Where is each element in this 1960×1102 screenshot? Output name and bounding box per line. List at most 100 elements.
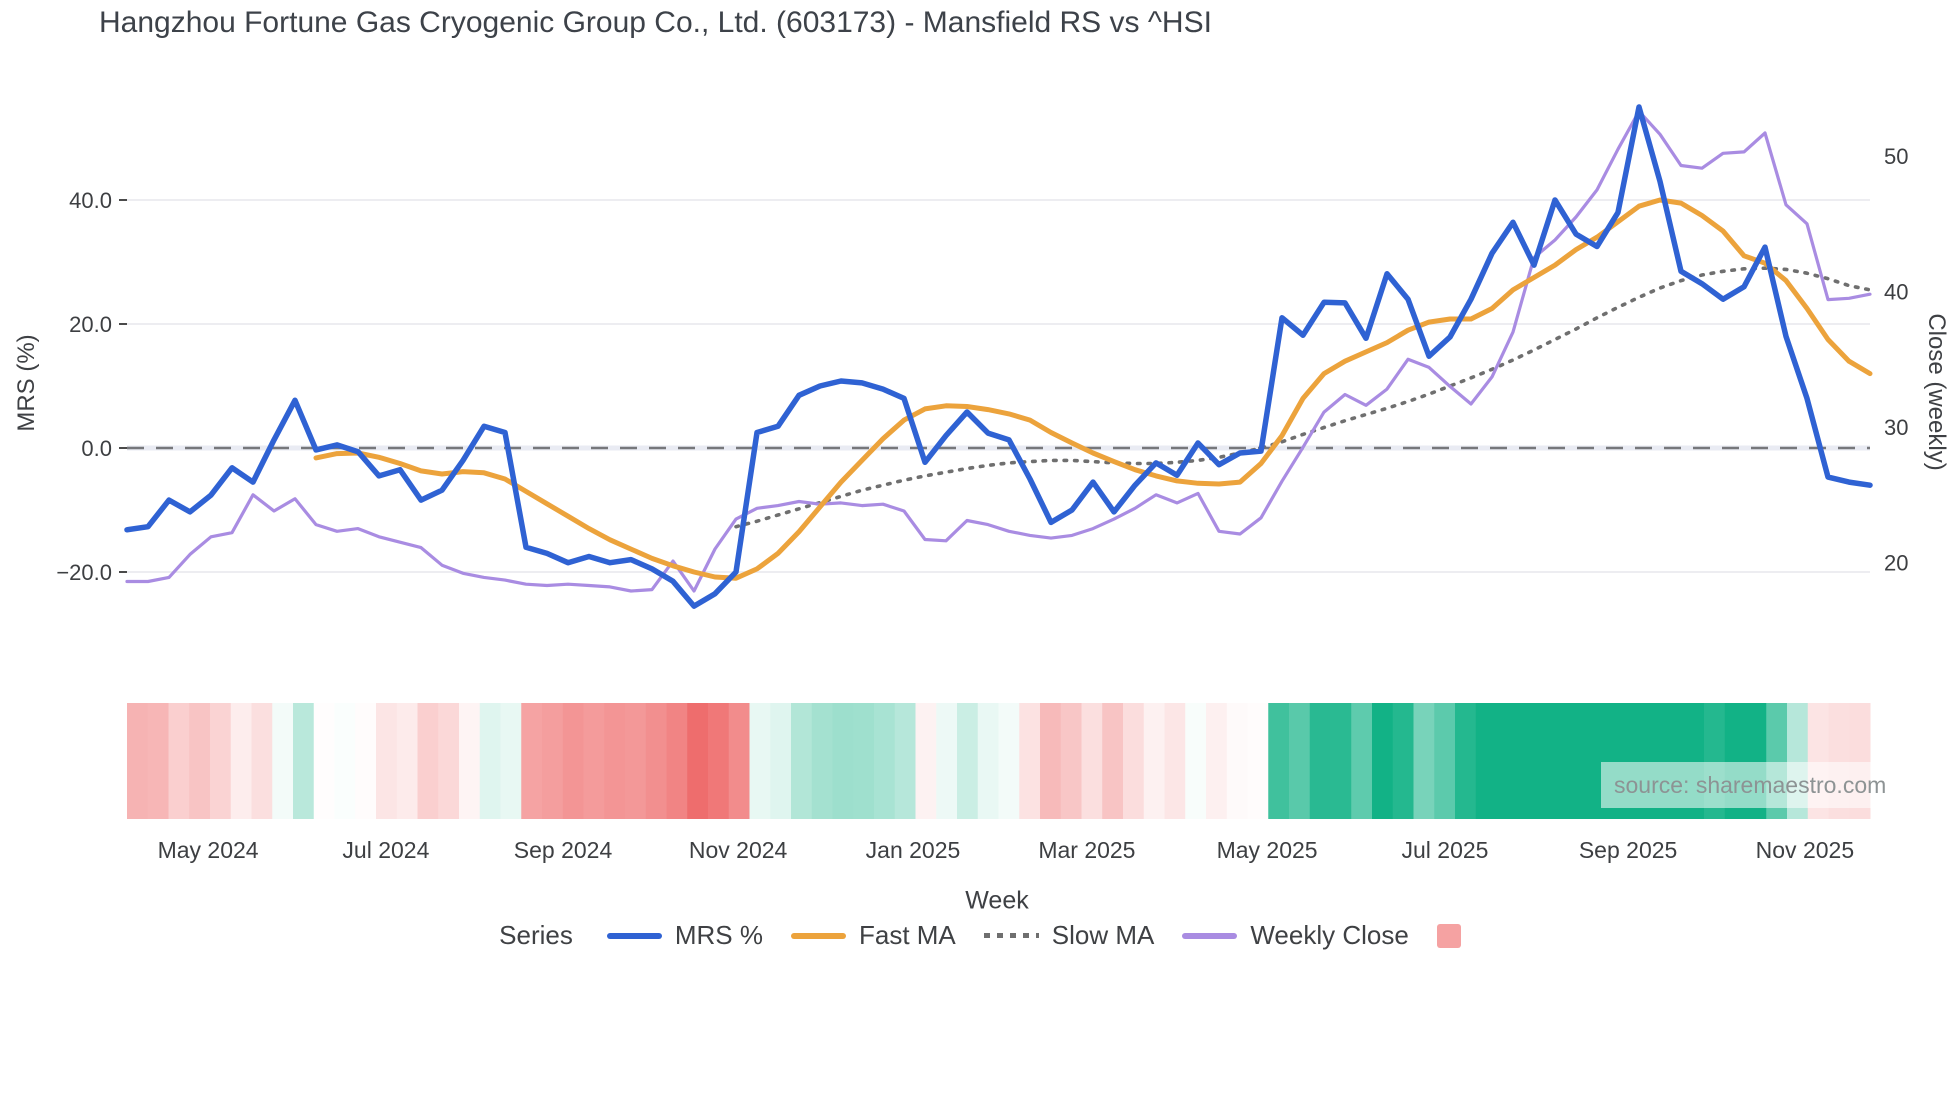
chart-title: Hangzhou Fortune Gas Cryogenic Group Co.… [99, 6, 1212, 39]
heat-cell [1496, 703, 1518, 819]
heat-cell [1434, 703, 1456, 819]
heat-cell [728, 703, 750, 819]
heat-cell [230, 703, 252, 819]
right-tick-label: 50 [1884, 144, 1908, 169]
legend-title: Series [499, 920, 573, 950]
heat-cell [1558, 703, 1580, 819]
heat-cell [791, 703, 813, 819]
legend-item [1436, 923, 1461, 948]
x-tick-label: Mar 2025 [1038, 837, 1135, 863]
legend-item: MRS % [606, 920, 763, 951]
source-watermark: source: sharemaestro.com [1601, 762, 1945, 808]
heat-cell [625, 703, 647, 819]
heat-cell [1040, 703, 1062, 819]
heat-cell [604, 703, 626, 819]
legend-line-swatch [1182, 932, 1238, 939]
legend-item: Fast MA [790, 920, 956, 951]
heat-cell [874, 703, 896, 819]
heat-cell [1185, 703, 1207, 819]
legend-item-label: Weekly Close [1250, 920, 1409, 950]
heat-cell [770, 703, 792, 819]
series-line-slow-ma [734, 266, 1872, 529]
heat-cell [1579, 703, 1601, 819]
heat-cell [811, 703, 833, 819]
legend-item-label: MRS % [674, 920, 763, 950]
legend-item-label: Fast MA [858, 920, 956, 950]
legend: Series MRS % Fast MA Slow MA Weekly Close [0, 920, 1960, 951]
axis-tick-labels: 40.0 20.0 0.0 −20.0 50 40 30 20 May 2024 Jul 2024… [56, 144, 1908, 863]
heat-cell [998, 703, 1020, 819]
heat-cell [1226, 703, 1248, 819]
heat-cell [147, 703, 169, 819]
heat-cell [1247, 703, 1269, 819]
x-tick-label: May 2024 [158, 837, 259, 863]
series-line-mrs- [124, 104, 1873, 609]
heat-cell [583, 703, 605, 819]
heat-cell [1206, 703, 1228, 819]
heat-cell [479, 703, 501, 819]
heat-cell [1372, 703, 1394, 819]
heat-cell [894, 703, 916, 819]
legend-items: MRS % Fast MA Slow MA Weekly Close [606, 920, 1461, 951]
heat-cell [521, 703, 543, 819]
heat-cell [1019, 703, 1041, 819]
heat-cell [1143, 703, 1165, 819]
heat-cell [977, 703, 999, 819]
heat-cell [189, 703, 211, 819]
heat-cell [417, 703, 439, 819]
heat-cell [1392, 703, 1414, 819]
heat-cell [542, 703, 564, 819]
legend-item-label: Slow MA [1051, 920, 1155, 950]
right-axis-title: Close (weekly) [1923, 313, 1950, 471]
legend-dotted-line-swatch [983, 933, 1039, 938]
legend-item: Weekly Close [1182, 920, 1409, 951]
left-tick-label: 20.0 [69, 312, 112, 337]
grid-layer [127, 199, 1870, 573]
x-tick-label: Sep 2024 [514, 837, 613, 863]
heat-cell [396, 703, 418, 819]
heat-cell [915, 703, 937, 819]
x-tick-label: Jul 2025 [1402, 837, 1489, 863]
right-tick-label: 20 [1884, 551, 1908, 576]
series-lines [124, 104, 1873, 609]
heat-cell [355, 703, 377, 819]
heat-cell [1289, 703, 1311, 819]
x-tick-label: Jan 2025 [866, 837, 961, 863]
left-tick-label: 40.0 [69, 188, 112, 213]
watermark-text: source: sharemaestro.com [1614, 771, 1887, 798]
series-line-weekly-close [125, 109, 1872, 593]
heat-cell [957, 703, 979, 819]
heat-cell [127, 703, 149, 819]
heat-cell [1413, 703, 1435, 819]
x-tick-label: Jul 2024 [342, 837, 429, 863]
heat-cell [272, 703, 294, 819]
heat-cell [687, 703, 709, 819]
heat-cell [210, 703, 232, 819]
left-axis-title: MRS (%) [13, 334, 40, 432]
heat-cell [1309, 703, 1331, 819]
heat-cell [1123, 703, 1145, 819]
heat-cell [1164, 703, 1186, 819]
legend-item: Slow MA [983, 920, 1155, 951]
heat-cell [562, 703, 584, 819]
heat-cell [376, 703, 398, 819]
heat-cell [666, 703, 688, 819]
heat-cell [832, 703, 854, 819]
heat-cell [438, 703, 460, 819]
heat-cell [1060, 703, 1082, 819]
legend-line-swatch [790, 932, 846, 939]
heat-cell [293, 703, 315, 819]
left-tick-label: 0.0 [81, 436, 112, 461]
x-axis-title: Week [965, 886, 1029, 915]
heat-cell [500, 703, 522, 819]
heat-cell [1268, 703, 1290, 819]
heat-cell [313, 703, 335, 819]
series-line-fast-ma [313, 197, 1873, 581]
heat-cell [1538, 703, 1560, 819]
heat-cell [168, 703, 190, 819]
right-tick-label: 30 [1884, 415, 1908, 440]
heat-cell [1081, 703, 1103, 819]
heat-cell [853, 703, 875, 819]
heat-cell [1455, 703, 1477, 819]
